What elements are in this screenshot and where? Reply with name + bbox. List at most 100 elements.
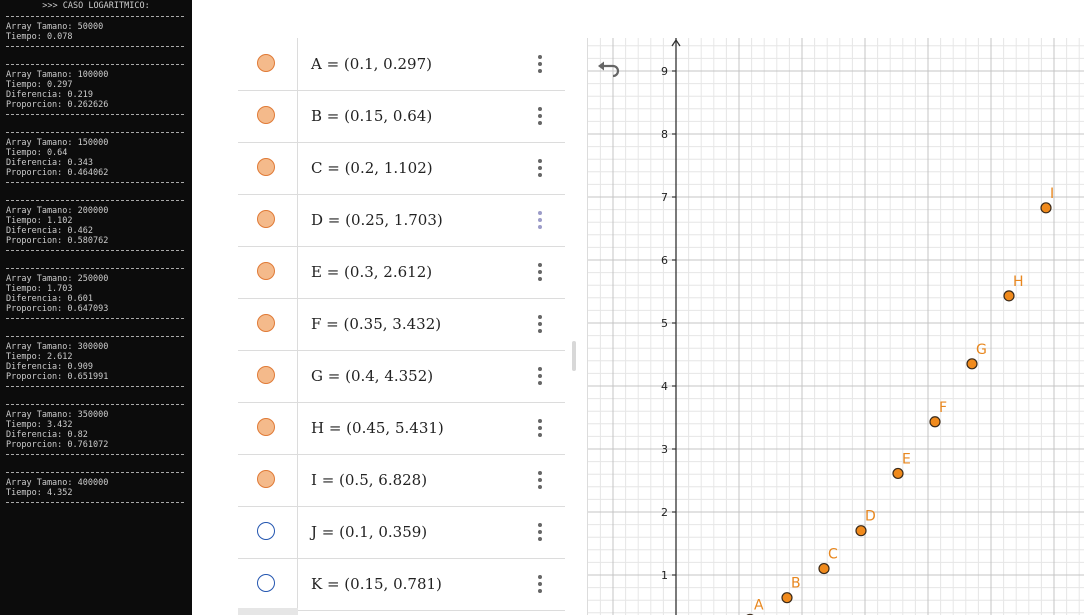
point-e[interactable] bbox=[892, 467, 904, 480]
algebra-expression[interactable]: D = (0.25, 1.703) bbox=[311, 211, 443, 229]
console-line: Array Tamano: 100000 bbox=[6, 70, 109, 80]
algebra-item[interactable]: C = (0.2, 1.102) bbox=[238, 142, 565, 195]
console-separator bbox=[6, 200, 184, 201]
y-tick-label: 7 bbox=[661, 191, 668, 204]
point-d[interactable] bbox=[855, 525, 867, 537]
y-tick-label: 9 bbox=[661, 65, 668, 78]
console-separator bbox=[6, 16, 184, 17]
y-axis-arrow-icon bbox=[671, 38, 681, 47]
point-h[interactable] bbox=[1003, 290, 1015, 302]
point-label: F bbox=[939, 400, 947, 416]
visibility-cell bbox=[238, 558, 298, 610]
algebra-expression[interactable]: B = (0.15, 0.64) bbox=[311, 107, 433, 125]
algebra-expression[interactable]: E = (0.3, 2.612) bbox=[311, 263, 433, 281]
point-c[interactable] bbox=[818, 562, 830, 575]
algebra-item[interactable]: J = (0.1, 0.359) bbox=[238, 506, 565, 559]
visibility-cell bbox=[238, 454, 298, 506]
visibility-cell bbox=[238, 350, 298, 402]
algebra-item[interactable]: D = (0.25, 1.703) bbox=[238, 194, 565, 247]
algebra-expression[interactable]: F = (0.35, 3.432) bbox=[311, 315, 442, 333]
algebra-item[interactable]: E = (0.3, 2.612) bbox=[238, 246, 565, 299]
console-separator bbox=[6, 472, 184, 473]
view-divider[interactable] bbox=[587, 38, 588, 615]
console-line: Diferencia: 0.343 bbox=[6, 158, 93, 168]
algebra-expression[interactable]: G = (0.4, 4.352) bbox=[311, 367, 434, 385]
point-f[interactable] bbox=[929, 416, 941, 428]
algebra-expression[interactable]: K = (0.15, 0.781) bbox=[311, 575, 442, 593]
algebra-item[interactable]: G = (0.4, 4.352) bbox=[238, 350, 565, 403]
algebra-expression[interactable]: A = (0.1, 0.297) bbox=[311, 55, 432, 73]
console-separator bbox=[6, 268, 184, 269]
algebra-expression[interactable]: H = (0.45, 5.431) bbox=[311, 419, 444, 437]
console-separator bbox=[6, 318, 184, 319]
more-options-icon[interactable] bbox=[532, 572, 548, 596]
visibility-toggle-icon[interactable] bbox=[257, 262, 275, 280]
algebra-expression[interactable]: I = (0.5, 6.828) bbox=[311, 471, 428, 489]
visibility-cell bbox=[238, 246, 298, 298]
y-tick-label: 6 bbox=[661, 254, 668, 267]
visibility-toggle-icon[interactable] bbox=[257, 54, 275, 72]
point-label: H bbox=[1013, 274, 1024, 290]
more-options-icon[interactable] bbox=[532, 416, 548, 440]
visibility-cell bbox=[238, 194, 298, 246]
console-line: Diferencia: 0.462 bbox=[6, 226, 93, 236]
y-tick-label: 4 bbox=[661, 380, 668, 393]
more-options-icon[interactable] bbox=[532, 208, 548, 232]
visibility-toggle-icon[interactable] bbox=[257, 158, 275, 176]
console-title: >>> CASO LOGARITMICO: bbox=[42, 1, 150, 11]
algebra-item[interactable]: K = (0.15, 0.781) bbox=[238, 558, 565, 611]
algebra-scrollbar[interactable] bbox=[572, 341, 576, 371]
console-window: >>> CASO LOGARITMICO: Array Tamano: 5000… bbox=[0, 0, 192, 615]
algebra-expression[interactable]: J = (0.1, 0.359) bbox=[311, 523, 428, 541]
more-options-icon[interactable] bbox=[532, 520, 548, 544]
console-line: Array Tamano: 50000 bbox=[6, 22, 104, 32]
more-options-icon[interactable] bbox=[532, 312, 548, 336]
visibility-cell bbox=[238, 402, 298, 454]
console-separator bbox=[6, 336, 184, 337]
console-line: Proporcion: 0.464062 bbox=[6, 168, 109, 178]
algebra-item[interactable]: I = (0.5, 6.828) bbox=[238, 454, 565, 507]
console-separator bbox=[6, 502, 184, 503]
algebra-input-strip[interactable] bbox=[238, 608, 298, 615]
more-options-icon[interactable] bbox=[532, 260, 548, 284]
undo-icon[interactable] bbox=[596, 60, 622, 80]
console-line: Tiempo: 2.612 bbox=[6, 352, 73, 362]
console-line: Diferencia: 0.219 bbox=[6, 90, 93, 100]
console-line: Proporcion: 0.580762 bbox=[6, 236, 109, 246]
point-label: A bbox=[754, 597, 764, 613]
visibility-toggle-icon[interactable] bbox=[257, 210, 275, 228]
algebra-expression[interactable]: C = (0.2, 1.102) bbox=[311, 159, 433, 177]
algebra-item[interactable]: F = (0.35, 3.432) bbox=[238, 298, 565, 351]
algebra-item[interactable]: H = (0.45, 5.431) bbox=[238, 402, 565, 455]
visibility-cell bbox=[238, 38, 298, 90]
graphics-view[interactable]: 1 2 3 4 5 6 7 8 9 A B C D E F G H I bbox=[588, 38, 1084, 615]
visibility-toggle-icon[interactable] bbox=[257, 418, 275, 436]
y-tick-label: 1 bbox=[661, 569, 668, 582]
visibility-toggle-icon[interactable] bbox=[257, 470, 275, 488]
y-tick-label: 8 bbox=[661, 128, 668, 141]
console-separator bbox=[6, 182, 184, 183]
visibility-toggle-icon[interactable] bbox=[257, 314, 275, 332]
more-options-icon[interactable] bbox=[532, 468, 548, 492]
algebra-item[interactable]: B = (0.15, 0.64) bbox=[238, 90, 565, 143]
more-options-icon[interactable] bbox=[532, 52, 548, 76]
visibility-toggle-icon[interactable] bbox=[257, 522, 275, 540]
visibility-toggle-icon[interactable] bbox=[257, 106, 275, 124]
visibility-cell bbox=[238, 142, 298, 194]
visibility-cell bbox=[238, 298, 298, 350]
more-options-icon[interactable] bbox=[532, 364, 548, 388]
console-separator bbox=[6, 132, 184, 133]
point-i[interactable] bbox=[1040, 202, 1052, 214]
algebra-item[interactable]: A = (0.1, 0.297) bbox=[238, 38, 565, 91]
more-options-icon[interactable] bbox=[532, 104, 548, 128]
y-tick-label: 2 bbox=[661, 506, 668, 519]
console-line: Diferencia: 0.909 bbox=[6, 362, 93, 372]
console-line: Proporcion: 0.761072 bbox=[6, 440, 109, 450]
point-label: C bbox=[828, 547, 838, 563]
point-b[interactable] bbox=[781, 592, 793, 604]
visibility-toggle-icon[interactable] bbox=[257, 574, 275, 592]
point-g[interactable] bbox=[966, 358, 978, 370]
visibility-toggle-icon[interactable] bbox=[257, 366, 275, 384]
console-line: Diferencia: 0.601 bbox=[6, 294, 93, 304]
more-options-icon[interactable] bbox=[532, 156, 548, 180]
